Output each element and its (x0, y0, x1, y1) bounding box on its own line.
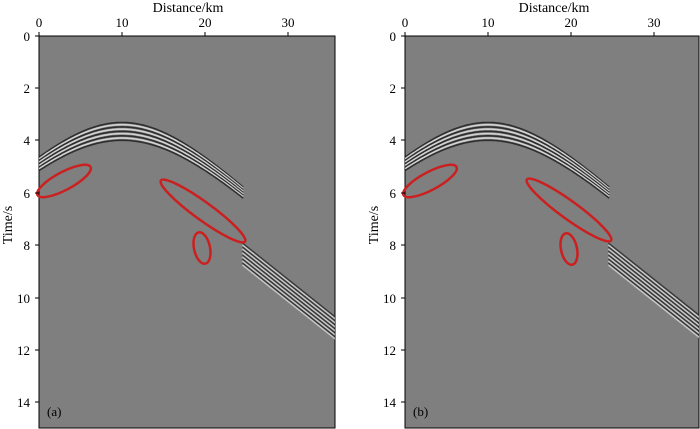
x-tick-label: 30 (282, 15, 295, 30)
y-tick-label: 10 (17, 291, 30, 306)
highlight-ellipse-right (525, 177, 613, 243)
seismic-section-b (404, 35, 700, 429)
y-axis-title: Time/s (1, 206, 16, 244)
highlight-ellipse-left (401, 163, 459, 199)
wavefront-line (607, 262, 699, 337)
wavefront-line (39, 137, 244, 198)
y-tick-label: 12 (383, 343, 396, 358)
y-axis-title: Time/s (367, 206, 382, 244)
y-tick-label: 12 (17, 343, 30, 358)
wavefront-line (607, 258, 699, 333)
wavefront-line (405, 139, 610, 199)
y-tick-label: 0 (390, 29, 397, 44)
wavefront-line (241, 258, 335, 334)
wavefront-line (607, 260, 699, 335)
y-tick-label: 0 (24, 29, 31, 44)
x-tick-label: 30 (648, 15, 661, 30)
highlight-ellipse-left (35, 163, 93, 199)
wavefront-line (405, 123, 610, 190)
wavefront-line (405, 128, 610, 192)
y-tick-label: 10 (383, 291, 396, 306)
x-tick-label: 20 (199, 15, 212, 30)
wavefront-line (405, 126, 610, 191)
wavefront-line (241, 256, 335, 332)
y-tick-label: 4 (24, 133, 31, 148)
wavefront-line (241, 250, 335, 326)
y-axis-b: 0 2 4 6 8 10 12 14 Time/s (367, 29, 405, 410)
wavefront-line (607, 252, 699, 327)
wavefront-line (405, 121, 610, 188)
wavefront-line (607, 244, 699, 319)
y-tick-label: 4 (390, 133, 397, 148)
wavefront-line (241, 252, 335, 328)
wavefront-line (607, 248, 699, 323)
panel-tag: (b) (413, 404, 428, 419)
wavefront-line (241, 242, 335, 318)
wavefront-line (241, 262, 335, 338)
x-tick-label: 0 (36, 15, 43, 30)
wavefront-line (607, 250, 699, 325)
x-tick-label: 10 (116, 15, 129, 30)
highlight-ellipse-small (559, 232, 579, 266)
wavefront-line (39, 121, 244, 188)
wavefront-line (241, 244, 335, 320)
y-tick-label: 8 (390, 238, 397, 253)
highlight-ellipse-small (192, 231, 212, 265)
x-axis-a: 0 10 20 30 Distance/km (36, 1, 295, 36)
wavefront-line (607, 264, 699, 339)
x-tick-label: 0 (402, 15, 409, 30)
x-axis-b: 0 10 20 30 Distance/km (402, 1, 661, 36)
wavefront-line (607, 254, 699, 329)
x-tick-label: 20 (565, 15, 578, 30)
x-tick-label: 10 (482, 15, 495, 30)
wavefront-line (39, 132, 244, 195)
y-tick-label: 14 (17, 395, 31, 410)
wavefront-line (607, 256, 699, 331)
wavefront-line (39, 128, 244, 192)
y-tick-label: 8 (24, 238, 31, 253)
wavefront-line (39, 135, 244, 196)
seismic-section-a (38, 35, 336, 429)
wavefront-line (39, 139, 244, 199)
highlight-ellipses-a (35, 163, 247, 265)
y-tick-label: 6 (24, 186, 31, 201)
y-tick-label: 2 (390, 81, 397, 96)
seismic-events-b (405, 121, 699, 339)
x-axis-title: Distance/km (519, 1, 590, 16)
highlight-ellipses-b (401, 163, 613, 266)
wavefront-line (241, 254, 335, 330)
highlight-ellipse-right (159, 178, 247, 244)
panel-b: 0 10 20 30 Distance/km 0 2 4 6 8 10 12 1… (367, 1, 700, 429)
y-tick-label: 2 (24, 81, 31, 96)
wavefront-line (39, 126, 244, 191)
seismic-events-a (39, 121, 335, 340)
wavefront-line (405, 135, 610, 196)
panel-tag: (a) (47, 404, 61, 419)
y-tick-label: 14 (383, 395, 397, 410)
panel-a: 0 10 20 30 Distance/km 0 2 4 6 8 10 12 1… (1, 1, 336, 429)
wavefront-line (405, 130, 610, 194)
wavefront-line (607, 246, 699, 321)
y-axis-a: 0 2 4 6 8 10 12 14 Time/s (1, 29, 39, 410)
wavefront-line (241, 248, 335, 324)
wavefront-line (39, 130, 244, 194)
wavefront-line (39, 123, 244, 190)
wavefront-line (405, 132, 610, 195)
wavefront-line (241, 260, 335, 336)
wavefront-line (241, 246, 335, 322)
wavefront-line (405, 137, 610, 198)
y-tick-label: 6 (390, 186, 397, 201)
wavefront-line (241, 264, 335, 340)
x-axis-title: Distance/km (153, 1, 224, 16)
wavefront-line (607, 242, 699, 317)
